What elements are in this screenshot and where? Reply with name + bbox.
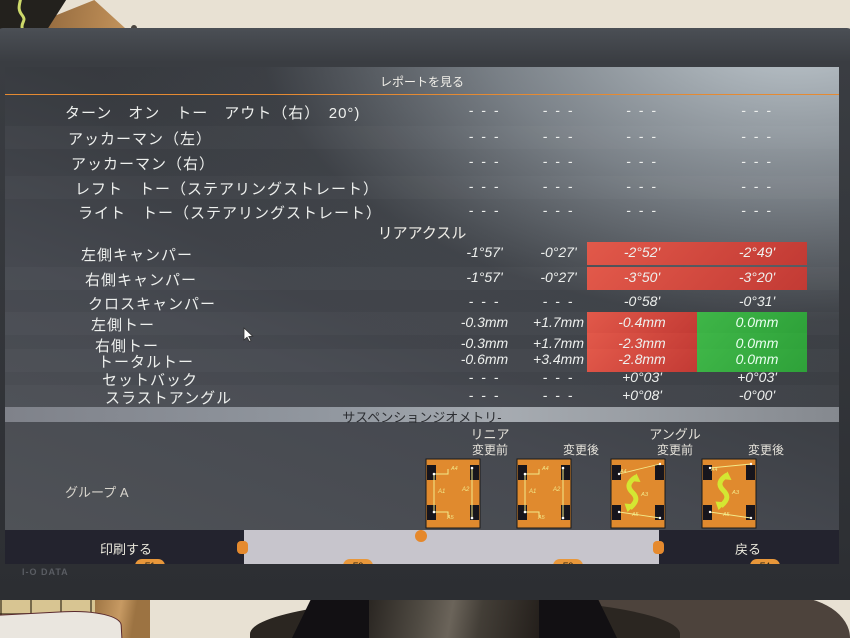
svg-text:A4: A4 <box>619 469 627 475</box>
svg-text:A2: A2 <box>552 487 561 493</box>
svg-text:A4: A4 <box>710 467 718 473</box>
svg-text:A4: A4 <box>450 466 458 472</box>
svg-text:A5: A5 <box>537 515 546 521</box>
svg-text:A1: A1 <box>528 489 536 495</box>
svg-text:A4: A4 <box>541 466 549 472</box>
svg-text:A5: A5 <box>631 512 639 518</box>
svg-text:A5: A5 <box>722 512 730 518</box>
svg-text:A3: A3 <box>640 492 649 498</box>
svg-text:A1: A1 <box>437 489 445 495</box>
svg-text:A2: A2 <box>461 487 470 493</box>
svg-text:A3: A3 <box>731 490 740 496</box>
svg-text:A5: A5 <box>446 515 455 521</box>
